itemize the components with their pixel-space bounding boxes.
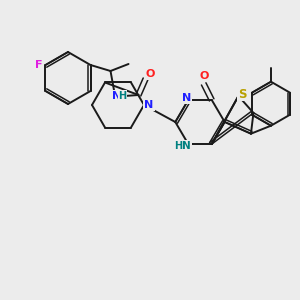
Text: H: H: [118, 91, 127, 101]
Text: H: H: [174, 141, 182, 151]
Text: F: F: [35, 60, 42, 70]
Text: S: S: [238, 88, 247, 100]
Text: N: N: [182, 141, 191, 151]
Text: N: N: [182, 93, 191, 103]
Text: N: N: [144, 100, 154, 110]
Text: O: O: [146, 69, 155, 79]
Text: O: O: [199, 71, 208, 81]
Text: N: N: [112, 91, 121, 101]
